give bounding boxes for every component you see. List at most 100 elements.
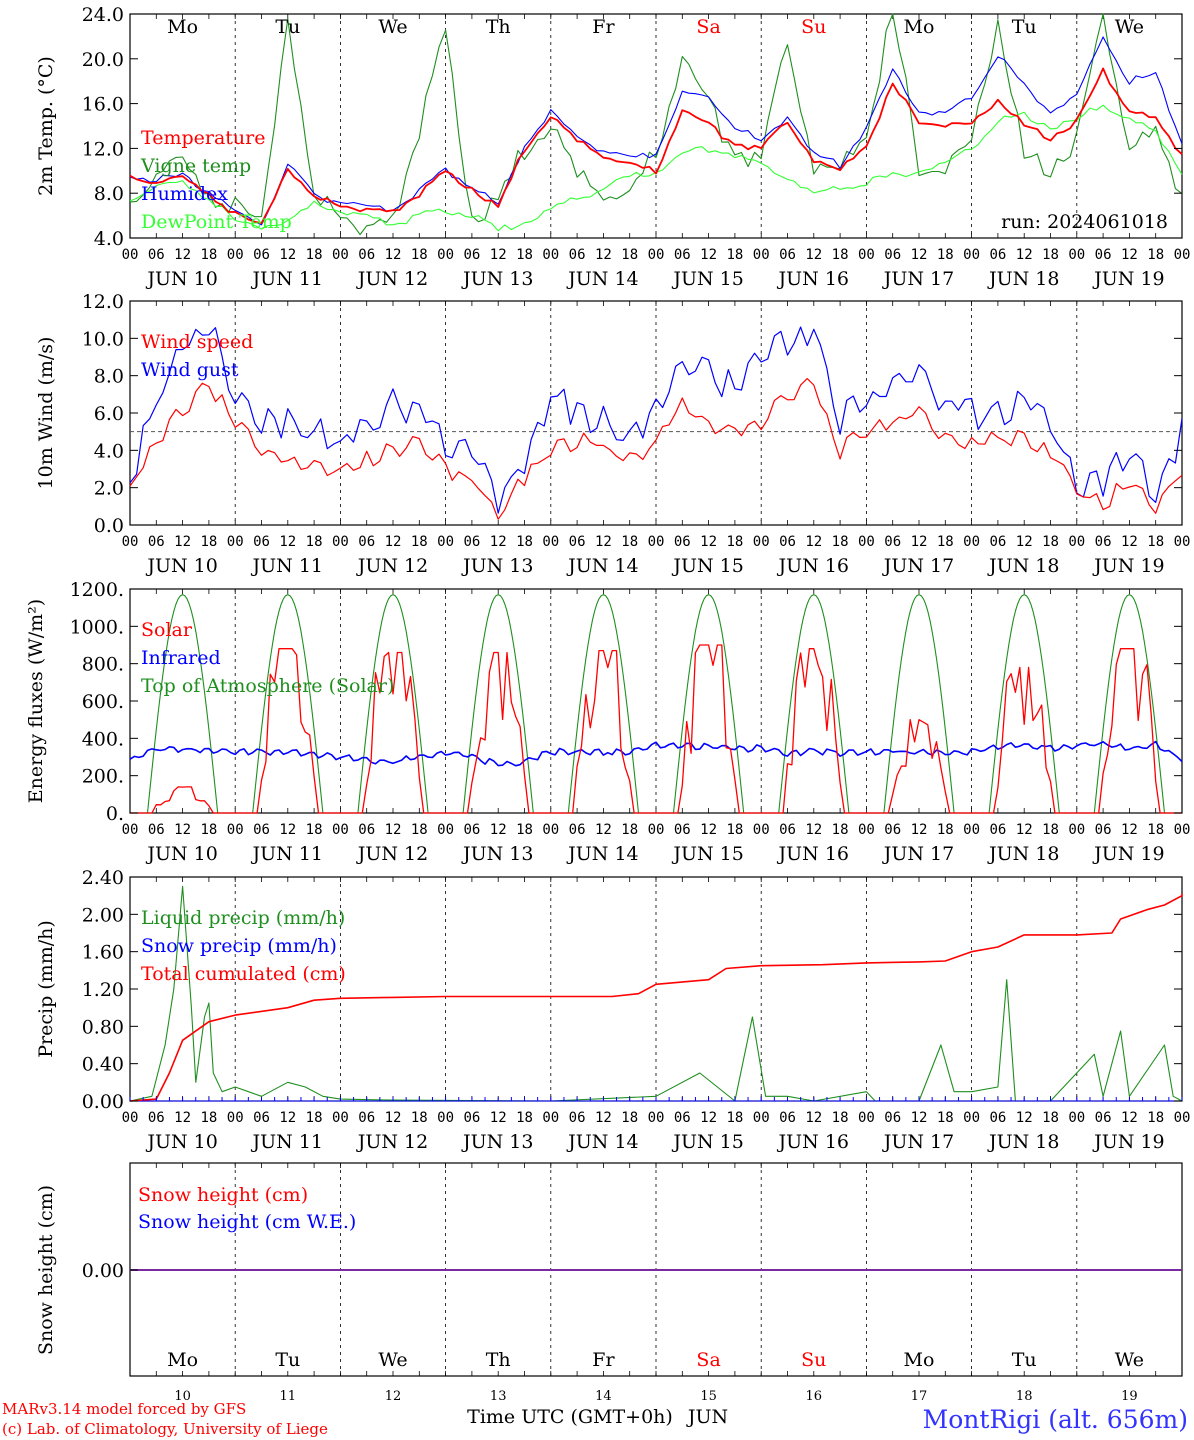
hour-tick-label: 00 [542,822,559,838]
hour-tick-label: 12 [700,1110,717,1126]
snow-day-names: Mo Tu We Th Fr Sa Su Mo Tu We [167,1349,1144,1371]
hour-tick-label: 18 [516,1110,533,1126]
hour-tick-label: 18 [937,1110,954,1126]
hour-tick-label: 12 [805,247,822,263]
hour-tick-label: 06 [884,534,901,550]
date-label: JUN 19 [1092,268,1164,290]
hour-tick-label: 00 [227,534,244,550]
x-axis-title: Time UTC (GMT+0h) [467,1406,673,1428]
precip-day-gridlines [129,877,1183,1101]
hour-tick-label: 06 [148,1110,165,1126]
hour-tick-label: 00 [437,247,454,263]
y-tick-label: 400. [82,728,124,750]
hour-tick-label: 00 [753,822,770,838]
hour-tick-label: 00 [1174,1110,1191,1126]
hour-tick-label: 00 [1068,534,1085,550]
hour-tick-label: 06 [463,1110,480,1126]
hour-tick-label: 00 [858,822,875,838]
hour-tick-label: 06 [463,534,480,550]
hour-tick-label: 06 [569,1110,586,1126]
hour-tick-label: 06 [253,247,270,263]
day-name-label: Tu [275,16,300,38]
hour-tick-label: 12 [1016,534,1033,550]
date-label: JUN 15 [671,843,743,865]
bottom-day-numbers: 10 11 12 13 14 15 16 17 18 19 [174,1389,1137,1404]
hour-tick-label: 12 [279,822,296,838]
hour-tick-label: 18 [621,1110,638,1126]
hour-tick-label: 18 [306,534,323,550]
date-label: JUN 18 [987,268,1059,290]
legend-toa-solar: Top of Atmosphere (Solar) [141,675,394,697]
date-label: JUN 19 [1092,843,1164,865]
hour-tick-label: 12 [1121,247,1138,263]
hour-tick-label: 18 [200,822,217,838]
energy-panel: 0.200.400.600.800.1000.1200. 00 06 12 18 00 0… [25,579,1190,865]
hour-tick-label: 06 [569,247,586,263]
y-tick-label: 1000. [70,616,124,638]
hour-tick-label: 00 [963,534,980,550]
hour-tick-label: 00 [858,534,875,550]
hour-tick-label: 18 [516,247,533,263]
y-tick-label: 4.0 [94,228,124,250]
series-line-infrared [129,740,1183,767]
hour-tick-label: 12 [279,247,296,263]
energy-series-lines [129,594,1183,814]
date-label: JUN 14 [566,268,638,290]
hour-tick-label: 06 [253,1110,270,1126]
hour-tick-label: 00 [332,822,349,838]
hour-tick-label: 06 [358,822,375,838]
day-name-label: Sa [696,16,720,38]
series-line-temperature [129,67,1183,225]
day-number-label: 17 [911,1389,928,1404]
hour-tick-label: 06 [674,247,691,263]
hour-tick-label: 12 [174,822,191,838]
date-label: JUN 11 [251,843,323,865]
day-number-label: 19 [1121,1389,1138,1404]
hour-tick-label: 00 [437,534,454,550]
hour-tick-label: 18 [1042,247,1059,263]
energy-day-gridlines [129,589,1183,813]
hour-tick-label: 18 [411,247,428,263]
hour-tick-label: 00 [437,822,454,838]
date-label: JUN 11 [251,268,323,290]
legend-infrared: Infrared [141,647,221,669]
day-number-label: 12 [385,1389,402,1404]
legend-solar: Solar [141,619,193,641]
date-label: JUN 16 [777,555,849,577]
day-name-label: Fr [592,1349,615,1371]
day-name-label: Tu [1012,1349,1037,1371]
y-tick-label: 20.0 [82,49,124,71]
hour-tick-label: 00 [1068,1110,1085,1126]
hour-tick-label: 12 [911,1110,928,1126]
series-line-vigne-temp [129,13,1183,236]
hour-tick-label: 00 [122,822,139,838]
date-label: JUN 14 [566,1131,638,1153]
date-label: JUN 10 [145,843,217,865]
hour-tick-label: 18 [1147,1110,1164,1126]
hour-tick-label: 00 [227,247,244,263]
date-label: JUN 18 [987,555,1059,577]
hour-tick-label: 18 [621,534,638,550]
day-number-label: 10 [174,1389,191,1404]
legend-snow-height-we: Snow height (cm W.E.) [138,1211,356,1233]
legend-humidex: Humidex [141,183,228,205]
hour-tick-label: 00 [122,247,139,263]
legend-liquid-precip: Liquid precip (mm/h) [141,907,345,929]
hour-tick-label: 18 [937,247,954,263]
y-tick-label: 1.20 [82,979,124,1001]
hour-tick-label: 18 [200,1110,217,1126]
hour-tick-label: 06 [779,534,796,550]
hour-tick-label: 12 [490,1110,507,1126]
day-number-label: 15 [700,1389,717,1404]
hour-tick-label: 12 [1016,1110,1033,1126]
day-name-label: Tu [275,1349,300,1371]
hour-tick-label: 00 [122,534,139,550]
hour-tick-label: 06 [884,247,901,263]
wind-day-gridlines [129,301,1183,525]
date-label: JUN 14 [566,843,638,865]
hour-tick-label: 06 [884,1110,901,1126]
hour-tick-label: 18 [200,247,217,263]
legend-total-cumulated: Total cumulated (cm) [141,963,346,985]
hour-tick-label: 18 [726,1110,743,1126]
hour-tick-label: 12 [1121,822,1138,838]
